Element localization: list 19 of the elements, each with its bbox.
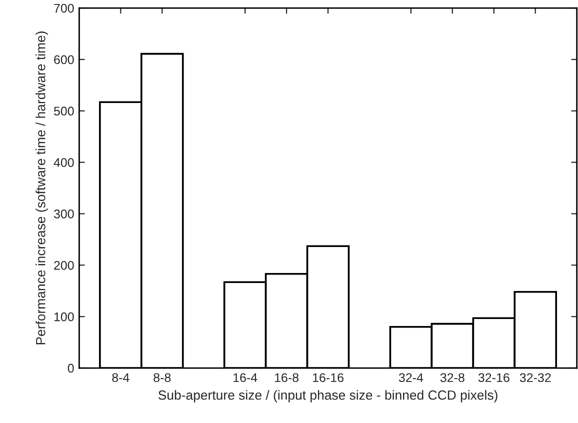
x-tick-label: 32-16 (478, 373, 510, 382)
y-tick-label: 400 (54, 158, 74, 167)
x-tick-label: 32-32 (520, 373, 551, 382)
y-tick-label: 0 (68, 364, 74, 373)
y-tick-label: 600 (54, 55, 74, 64)
x-tick-label: 8-8 (154, 373, 171, 382)
y-tick-label: 300 (54, 210, 74, 218)
x-axis-title: Sub-aperture size / (input phase size - binned CCD pixels) (158, 390, 498, 402)
x-tick-label: 32-8 (440, 373, 464, 382)
x-tick-label: 8-4 (112, 373, 130, 382)
x-tick-label: 16-8 (274, 373, 299, 382)
x-tick-label: 16-16 (312, 373, 344, 382)
x-tick-label: 32-4 (398, 373, 424, 382)
y-axis-title: Performance increase (software time / hardware time) (36, 32, 48, 344)
y-tick-label: 100 (54, 312, 74, 322)
y-tick-label: 700 (54, 4, 74, 13)
x-tick-label: 16-4 (234, 373, 258, 382)
y-tick-label: 500 (54, 106, 74, 116)
y-tick-label: 200 (54, 260, 74, 270)
